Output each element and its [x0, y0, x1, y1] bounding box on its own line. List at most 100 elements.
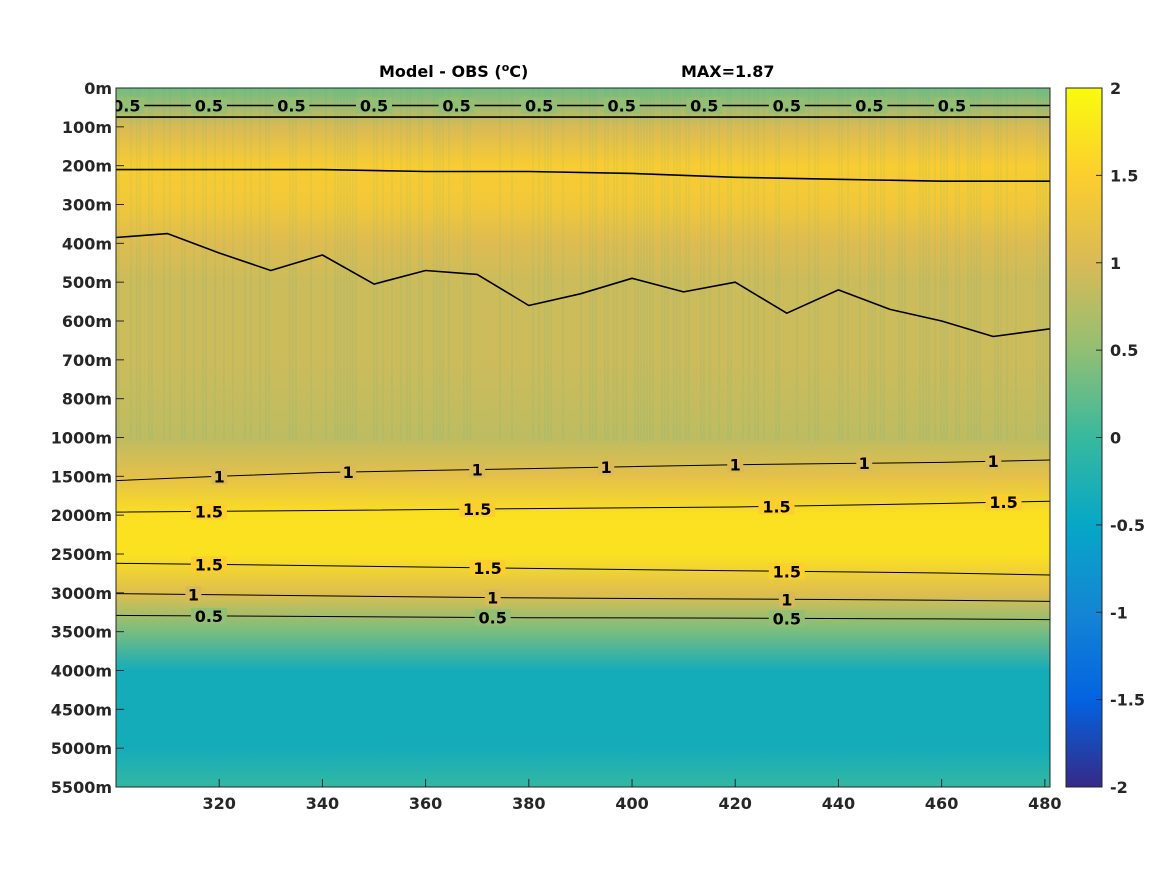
- contour-label: 1.5: [473, 559, 501, 578]
- contour-label: 1: [487, 589, 498, 608]
- y-tick-label: 700m: [62, 351, 112, 370]
- colorbar-tick-label: 2: [1110, 79, 1121, 98]
- y-axis: 0m 100m 200m 300m 400m 500m 600m 700m 800m 1000m 1…: [51, 79, 124, 797]
- contour-label-bg: [598, 459, 615, 476]
- contour-label: 0.5: [360, 96, 388, 115]
- x-tick-label: 320: [203, 794, 236, 813]
- x-tick-label: 380: [512, 794, 545, 813]
- colorbar-tick-label: 1: [1110, 254, 1121, 273]
- contour-label: 1.5: [762, 497, 790, 516]
- contour-label: 1.5: [195, 555, 223, 574]
- contour-label-bg: [340, 463, 357, 480]
- field-heatmap: [116, 88, 1050, 787]
- y-tick-label: 100m: [62, 118, 112, 137]
- contour-label: 1: [343, 463, 354, 482]
- contour-label: 1.5: [989, 493, 1017, 512]
- contour-label-bg: [768, 610, 805, 627]
- x-tick-label: 420: [719, 794, 752, 813]
- contour-label-bg: [190, 607, 227, 624]
- y-tick-label: 200m: [62, 157, 112, 176]
- y-tick-label: 4000m: [51, 662, 112, 681]
- contour-label: 1: [214, 467, 225, 486]
- contour-label-bg: [603, 97, 640, 114]
- y-tick-label: 1500m: [51, 467, 112, 486]
- contour-label: 0.5: [112, 96, 140, 115]
- x-tick-label: 340: [306, 794, 339, 813]
- contour-label-bg: [686, 97, 723, 114]
- colorbar-tick-label: 1.5: [1110, 166, 1138, 185]
- contour-line-1: [116, 459, 1050, 482]
- contour-label: 0.5: [442, 96, 470, 115]
- contour-label: 1: [781, 590, 792, 609]
- colorbar-ticks: 2 1.5 1 0.5 0 -0.5 -1 -1.5 -2: [1096, 79, 1145, 797]
- contour-label: 0.5: [690, 96, 718, 115]
- contour-label-bg: [185, 586, 202, 603]
- contour-label-bg: [758, 498, 795, 515]
- contour-label: 0.5: [938, 96, 966, 115]
- x-tick-label: 360: [409, 794, 442, 813]
- contour-label: 1: [730, 456, 741, 475]
- contour-label-bg: [768, 97, 805, 114]
- contour-label-bg: [985, 453, 1002, 470]
- y-tick-label: 5500m: [51, 778, 112, 797]
- chart-title: Model - OBS (oC): [379, 61, 528, 81]
- y-tick-label: 2000m: [51, 506, 112, 525]
- contour-label-bg: [778, 591, 795, 608]
- contour-label: 1.5: [195, 502, 223, 521]
- plot-area: 1 1 1 1 1 1 11.5 1.5 1.5 1.51.5 1.5 1.51 1 10.5 0.5 0.5…: [112, 87, 1051, 788]
- contour-label-bg: [116, 97, 145, 114]
- y-tick-label: 3500m: [51, 623, 112, 642]
- y-tick-label: 3000m: [51, 584, 112, 603]
- contour-line-0-5: [116, 614, 1050, 621]
- contour-label: 1: [988, 452, 999, 471]
- y-tick-label: 300m: [62, 196, 112, 215]
- colorbar-tick-label: -0.5: [1110, 516, 1145, 535]
- contour-label-bg: [211, 468, 228, 485]
- contour-label: 0.5: [773, 96, 801, 115]
- y-tick-label: 800m: [62, 390, 112, 409]
- contour-label-bg: [469, 461, 486, 478]
- y-tick-label: 400m: [62, 234, 112, 253]
- contour-line-1: [116, 593, 1050, 602]
- y-tick-label: 500m: [62, 273, 112, 292]
- y-tick-label: 5000m: [51, 739, 112, 758]
- y-tick-label: 0m: [84, 79, 112, 98]
- colorbar-tick-label: -2: [1110, 778, 1128, 797]
- contour-label-bg: [459, 501, 496, 518]
- contour-label: 0.5: [608, 96, 636, 115]
- contour-label: 0.5: [195, 607, 223, 626]
- contour-label-bg: [856, 455, 873, 472]
- contour-label: 1: [859, 454, 870, 473]
- contour-layer: 1 1 1 1 1 1 11.5 1.5 1.5 1.51.5 1.5 1.51 1 10.5 0.5 0.5…: [112, 96, 1050, 628]
- contour-label: 1: [601, 458, 612, 477]
- contour-label-bg: [469, 559, 506, 576]
- contour-label-bg: [985, 494, 1022, 511]
- contour-label: 0.5: [195, 96, 223, 115]
- contour-label: 0.5: [773, 609, 801, 628]
- contour-label-bg: [356, 97, 393, 114]
- contour-label: 1: [472, 461, 483, 480]
- contour-line-1-5: [116, 168, 1050, 182]
- contour-line-1-5: [116, 562, 1050, 576]
- y-tick-label: 600m: [62, 312, 112, 331]
- contour-label-bg: [933, 97, 970, 114]
- contour-label-bg: [521, 97, 558, 114]
- contour-label: 0.5: [855, 96, 883, 115]
- x-tick-label: 440: [822, 794, 855, 813]
- contour-label-bg: [484, 589, 501, 606]
- contour-label-bg: [851, 97, 888, 114]
- y-tick-label: 4500m: [51, 700, 112, 719]
- surface-noise-layer: [116, 88, 1050, 442]
- contour-label: 0.5: [479, 608, 507, 627]
- colorbar-tick-label: 0.5: [1110, 341, 1138, 360]
- contour-label: 1.5: [463, 500, 491, 519]
- colorbar-tick-label: -1: [1110, 603, 1128, 622]
- contour-label-bg: [438, 97, 475, 114]
- contour-label: 0.5: [277, 96, 305, 115]
- contour-label: 0.5: [525, 96, 553, 115]
- x-tick-label: 400: [615, 794, 648, 813]
- contour-label: 1: [188, 585, 199, 604]
- x-tick-label: 480: [1028, 794, 1061, 813]
- contour-label-bg: [273, 97, 310, 114]
